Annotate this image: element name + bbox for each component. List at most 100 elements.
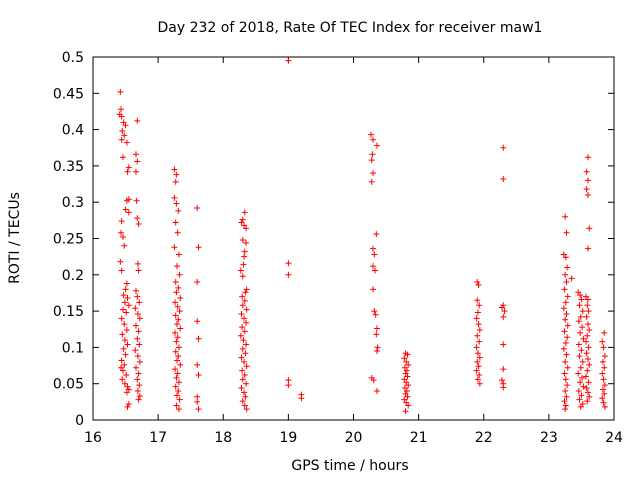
data-point: [238, 385, 245, 392]
data-point: [561, 328, 568, 335]
x-tick-label: 24: [605, 430, 623, 446]
data-point: [177, 295, 184, 302]
data-point: [562, 299, 569, 306]
data-point: [474, 350, 481, 357]
data-point: [136, 393, 143, 400]
data-point: [241, 389, 248, 396]
data-point: [133, 197, 140, 204]
data-point: [118, 229, 125, 236]
data-point: [373, 231, 380, 238]
data-point: [135, 220, 142, 227]
data-point: [194, 279, 201, 286]
data-point: [600, 399, 607, 406]
data-point: [577, 364, 584, 371]
data-point: [578, 347, 585, 354]
data-point: [370, 286, 377, 293]
data-point: [584, 296, 591, 303]
data-point: [585, 308, 592, 315]
data-point: [132, 322, 139, 329]
data-point: [601, 390, 608, 397]
data-point: [577, 379, 584, 386]
data-point: [562, 376, 569, 383]
data-point: [564, 264, 571, 271]
data-point: [134, 387, 141, 394]
y-tick-label: 0.5: [62, 50, 84, 66]
data-point: [498, 377, 505, 384]
data-point: [576, 396, 583, 403]
data-point: [599, 395, 606, 402]
data-point: [600, 344, 607, 351]
data-point: [583, 313, 590, 320]
data-point: [238, 354, 245, 361]
data-point: [579, 358, 586, 365]
data-point: [172, 329, 179, 336]
plot-border: [92, 56, 615, 421]
data-point: [174, 370, 181, 377]
data-point: [241, 209, 248, 216]
data-point: [132, 168, 139, 175]
data-point: [175, 406, 182, 413]
data-point: [368, 178, 375, 185]
data-point: [135, 267, 142, 274]
data-point: [575, 341, 582, 348]
data-point: [561, 370, 568, 377]
data-point: [118, 267, 125, 274]
data-point: [173, 338, 180, 345]
data-point: [238, 311, 245, 318]
data-point: [242, 289, 249, 296]
data-point: [195, 406, 202, 413]
data-point: [176, 271, 183, 278]
data-point: [173, 374, 180, 381]
data-point: [132, 347, 139, 354]
data-point: [121, 380, 128, 387]
data-point: [584, 245, 591, 252]
x-tick-label: 17: [149, 430, 167, 446]
data-point: [474, 297, 481, 304]
data-point: [562, 358, 569, 365]
y-tick-label: 0.1: [62, 340, 84, 356]
data-point: [371, 308, 378, 315]
data-point: [577, 403, 584, 410]
data-point: [176, 396, 183, 403]
data-point: [500, 384, 507, 391]
data-point: [125, 164, 132, 171]
data-point: [405, 402, 412, 409]
data-point: [562, 402, 569, 409]
data-point: [405, 382, 412, 389]
data-point: [118, 113, 125, 120]
data-point: [172, 383, 179, 390]
data-point: [174, 229, 181, 236]
data-point: [561, 398, 568, 405]
data-point: [172, 312, 179, 319]
data-point: [243, 239, 250, 246]
data-point: [134, 335, 141, 342]
data-point: [175, 251, 182, 258]
data-point: [134, 158, 141, 165]
data-points: [116, 57, 608, 415]
data-point: [475, 321, 482, 328]
data-point: [239, 398, 246, 405]
data-point: [174, 392, 181, 399]
data-point: [174, 263, 181, 270]
data-point: [120, 345, 127, 352]
data-point: [124, 383, 131, 390]
data-point: [123, 389, 130, 396]
data-point: [173, 200, 180, 207]
data-point: [175, 344, 182, 351]
data-point: [239, 293, 246, 300]
data-point: [173, 402, 180, 409]
data-point: [124, 295, 131, 302]
data-point: [586, 225, 593, 232]
data-point: [117, 88, 124, 95]
data-point: [601, 382, 608, 389]
data-point: [583, 350, 590, 357]
data-point: [285, 271, 292, 278]
data-point: [599, 386, 606, 393]
data-point: [579, 324, 586, 331]
data-point: [175, 316, 182, 323]
data-point: [175, 207, 182, 214]
data-point: [194, 318, 201, 325]
data-point: [562, 254, 569, 261]
y-axis-label: ROTI / TECUs: [7, 192, 23, 284]
data-point: [582, 373, 589, 380]
